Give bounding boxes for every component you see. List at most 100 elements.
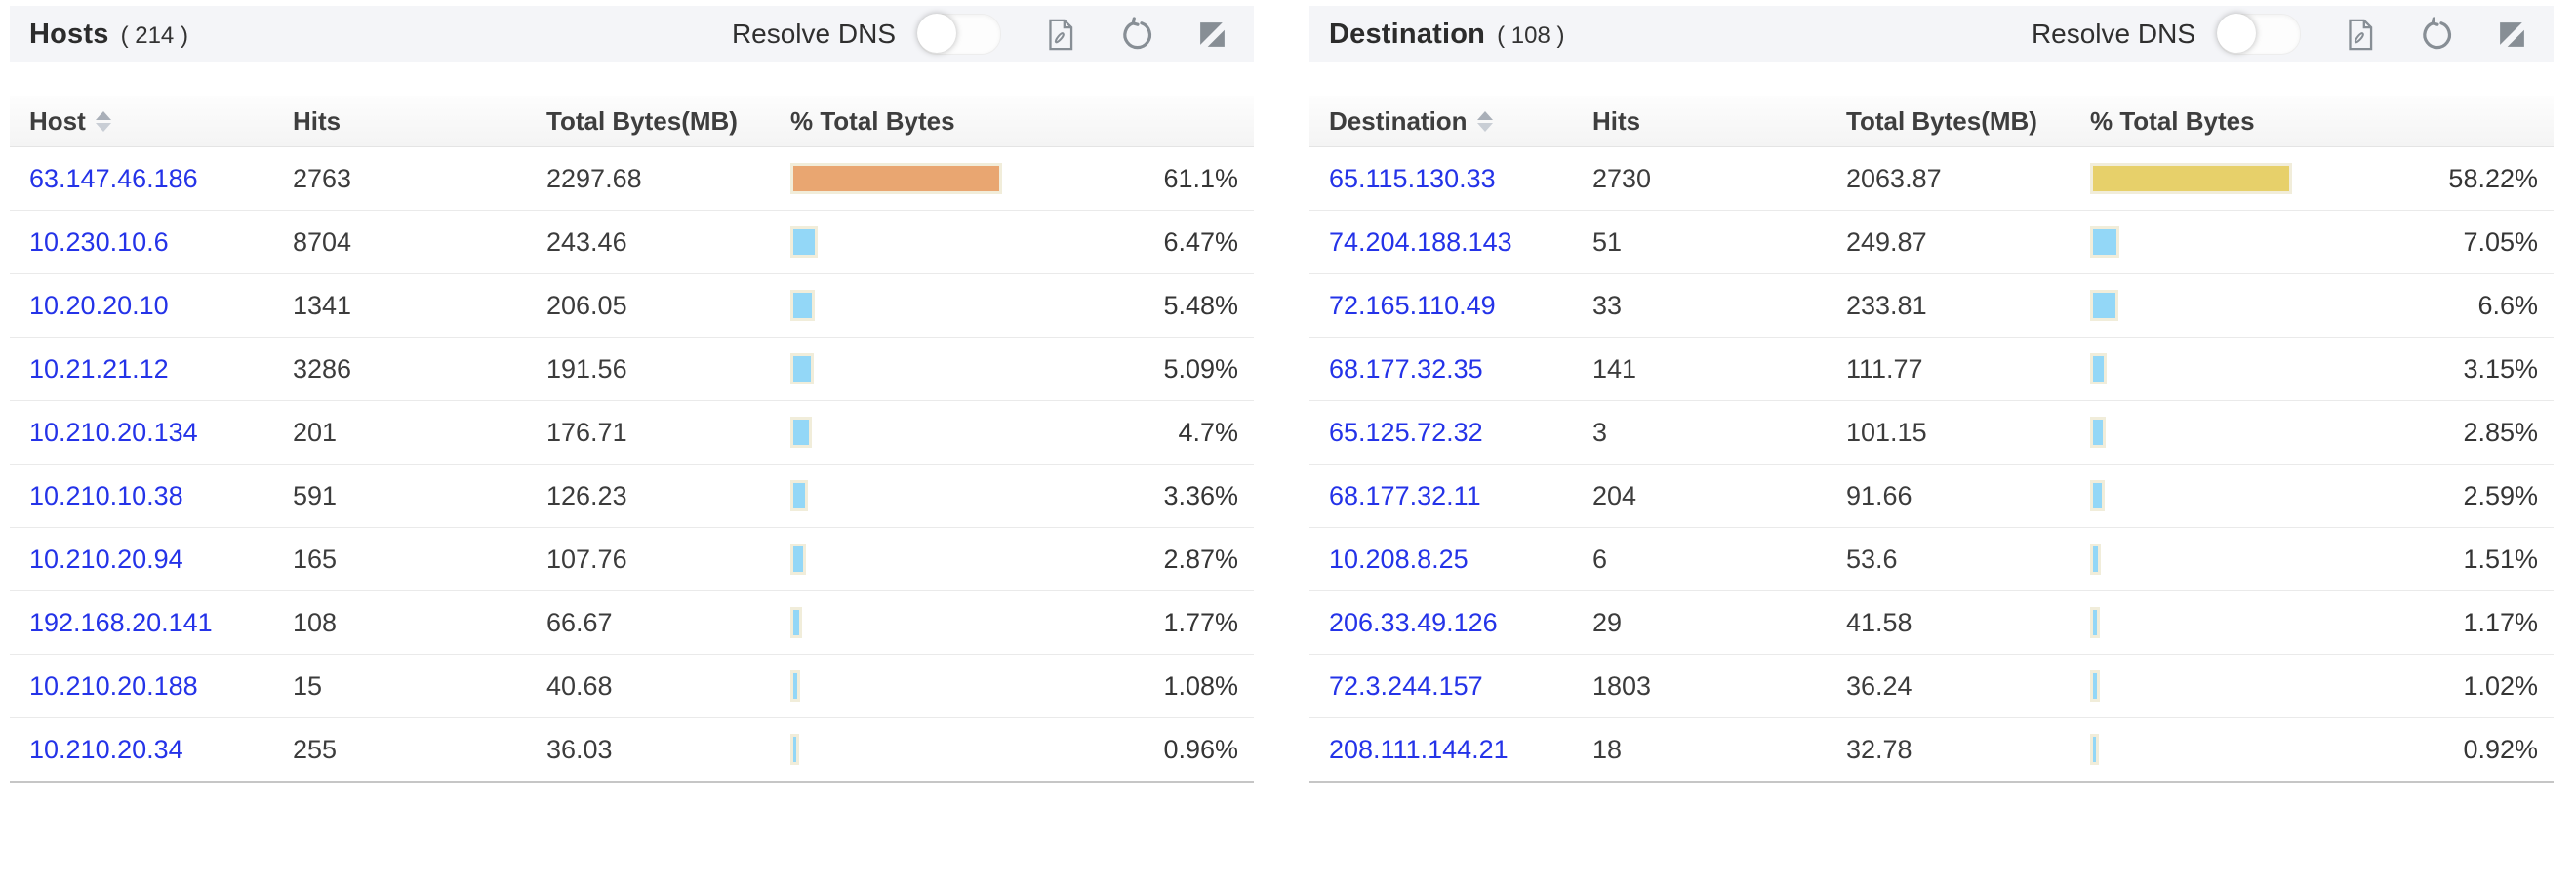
host-link[interactable]: 192.168.20.141: [29, 607, 213, 637]
bar-cell: [2090, 544, 2393, 575]
column-header-label: Hits: [1592, 105, 1641, 136]
hits-cell: 255: [293, 734, 338, 764]
hits-cell: 591: [293, 480, 338, 510]
toggle-knob: [917, 14, 956, 53]
refresh-button[interactable]: [2419, 16, 2455, 53]
resolve-dns-toggle[interactable]: [917, 14, 1001, 55]
percent-bar: [790, 670, 800, 702]
column-header-bytes[interactable]: Total Bytes(MB): [1846, 106, 2090, 137]
pct-cell: 1.02%: [2463, 670, 2538, 701]
hits-cell: 141: [1592, 353, 1637, 384]
table-row: 68.177.32.11 204 91.66 2.59%: [1309, 465, 2554, 528]
expand-button[interactable]: [2496, 19, 2528, 51]
dashboard-widgets: Hosts ( 214 ) Resolve DNS: [10, 6, 2554, 783]
percent-bar: [790, 226, 818, 258]
table-row: 65.125.72.32 3 101.15 2.85%: [1309, 401, 2554, 465]
bar-cell: [790, 544, 1093, 575]
destination-link[interactable]: 68.177.32.35: [1329, 353, 1483, 384]
address-cell: 10.20.20.10: [10, 291, 293, 321]
hits-cell: 1803: [1592, 670, 1652, 701]
host-link[interactable]: 10.210.20.188: [29, 670, 198, 701]
bytes-cell: 111.77: [1846, 353, 1923, 384]
table-row: 10.230.10.6 8704 243.46 6.47%: [10, 211, 1254, 274]
column-header-host[interactable]: Host: [10, 106, 293, 137]
destination-link[interactable]: 72.165.110.49: [1329, 290, 1496, 320]
address-cell: 10.230.10.6: [10, 227, 293, 258]
page-title: Hosts: [29, 18, 109, 50]
destination-link[interactable]: 72.3.244.157: [1329, 670, 1483, 701]
refresh-button[interactable]: [1119, 16, 1155, 53]
host-link[interactable]: 10.210.20.94: [29, 544, 183, 574]
destination-link[interactable]: 206.33.49.126: [1329, 607, 1498, 637]
host-link[interactable]: 10.210.20.34: [29, 734, 183, 764]
column-header-hits[interactable]: Hits: [1592, 106, 1846, 137]
pdf-export-button[interactable]: [1042, 17, 1078, 53]
destination-link[interactable]: 10.208.8.25: [1329, 544, 1469, 574]
column-header-label: Total Bytes(MB): [1846, 105, 2037, 136]
pct-cell: 0.96%: [1163, 734, 1238, 764]
address-cell: 72.165.110.49: [1309, 291, 1592, 321]
bar-cell: [790, 226, 1093, 258]
bytes-cell: 243.46: [546, 226, 627, 257]
percent-bar: [790, 290, 815, 321]
hits-cell: 165: [293, 544, 338, 574]
panel-count: ( 214 ): [120, 21, 188, 49]
bar-cell: [2090, 226, 2393, 258]
host-link[interactable]: 10.210.20.134: [29, 417, 198, 447]
panel-count: ( 108 ): [1497, 21, 1565, 49]
bytes-cell: 126.23: [546, 480, 627, 510]
host-link[interactable]: 10.21.21.12: [29, 353, 169, 384]
percent-bar: [790, 734, 799, 765]
table-row: 10.208.8.25 6 53.6 1.51%: [1309, 528, 2554, 591]
column-header-destination[interactable]: Destination: [1309, 106, 1592, 137]
address-cell: 74.204.188.143: [1309, 227, 1592, 258]
destination-link[interactable]: 65.125.72.32: [1329, 417, 1483, 447]
host-link[interactable]: 10.230.10.6: [29, 226, 169, 257]
bytes-cell: 41.58: [1846, 607, 1912, 637]
bytes-cell: 66.67: [546, 607, 613, 637]
table-row: 10.210.10.38 591 126.23 3.36%: [10, 465, 1254, 528]
sort-icon[interactable]: [95, 110, 111, 132]
host-link[interactable]: 63.147.46.186: [29, 163, 198, 193]
bar-cell: [790, 353, 1093, 384]
percent-bar: [790, 417, 812, 448]
table-body: 63.147.46.186 2763 2297.68 61.1% 10.230.…: [10, 147, 1254, 783]
column-header-bytes[interactable]: Total Bytes(MB): [546, 106, 790, 137]
table-header-row: Destination Hits Total Bytes(MB) % Total…: [1309, 96, 2554, 147]
table-row: 206.33.49.126 29 41.58 1.17%: [1309, 591, 2554, 655]
sort-icon[interactable]: [1476, 110, 1493, 132]
destination-link[interactable]: 68.177.32.11: [1329, 480, 1481, 510]
refresh-icon: [1123, 16, 1151, 49]
expand-button[interactable]: [1196, 19, 1228, 51]
host-link[interactable]: 10.20.20.10: [29, 290, 169, 320]
pct-cell: 3.15%: [2463, 353, 2538, 384]
address-cell: 68.177.32.11: [1309, 481, 1592, 511]
resolve-dns-toggle[interactable]: [2217, 14, 2301, 55]
column-header-label: Hits: [293, 105, 342, 136]
bytes-cell: 40.68: [546, 670, 613, 701]
column-header-label: % Total Bytes: [2090, 105, 2255, 136]
column-header-pct[interactable]: % Total Bytes: [790, 106, 1254, 137]
address-cell: 10.210.20.134: [10, 418, 293, 448]
address-cell: 10.210.20.34: [10, 735, 293, 765]
table-row: 72.3.244.157 1803 36.24 1.02%: [1309, 655, 2554, 718]
hits-cell: 3: [1592, 417, 1608, 447]
page-title: Destination: [1329, 18, 1486, 50]
bar-cell: [2090, 353, 2393, 384]
table-row: 72.165.110.49 33 233.81 6.6%: [1309, 274, 2554, 338]
address-cell: 10.210.10.38: [10, 481, 293, 511]
host-link[interactable]: 10.210.10.38: [29, 480, 183, 510]
column-header-pct[interactable]: % Total Bytes: [2090, 106, 2554, 137]
bytes-cell: 2297.68: [546, 163, 642, 193]
address-cell: 10.208.8.25: [1309, 545, 1592, 575]
hits-cell: 15: [293, 670, 323, 701]
column-header-hits[interactable]: Hits: [293, 106, 546, 137]
destination-link[interactable]: 74.204.188.143: [1329, 226, 1512, 257]
destination-link[interactable]: 208.111.144.21: [1329, 734, 1509, 764]
pct-cell: 7.05%: [2463, 226, 2538, 257]
destination-link[interactable]: 65.115.130.33: [1329, 163, 1496, 193]
pct-cell: 2.85%: [2463, 417, 2538, 447]
pdf-export-button[interactable]: [2342, 17, 2378, 53]
address-cell: 10.210.20.188: [10, 671, 293, 702]
bytes-cell: 101.15: [1846, 417, 1927, 447]
